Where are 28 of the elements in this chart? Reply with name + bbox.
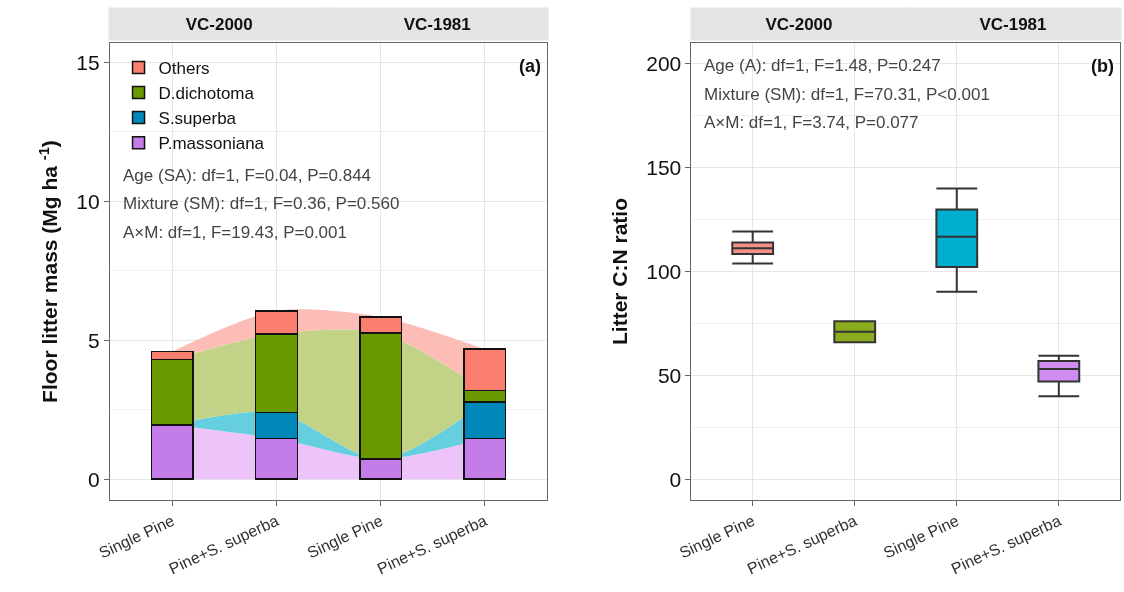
annotation: Mixture (SM): df=1, F=0.36, P=0.560	[123, 194, 400, 213]
y-tick-label: 5	[87, 328, 100, 352]
y-tick-label: 0	[669, 467, 682, 491]
annotation: Age (SA): df=1, F=0.04, P=0.844	[123, 166, 372, 185]
text: VC-1981	[979, 14, 1047, 34]
text: VC-1981	[403, 14, 471, 34]
annotation: Mixture (SM): df=1, F=70.31, P<0.001	[704, 85, 990, 104]
y-tick-label: 0	[87, 467, 100, 491]
annotation: (b)	[1091, 56, 1114, 76]
y-tick-label: 100	[646, 259, 682, 283]
y-tick-label: 10	[76, 189, 100, 213]
legend-label: P.massoniana	[158, 134, 265, 154]
annotation: Age (A): df=1, F=1.48, P=0.247	[704, 56, 941, 75]
y-tick-label: 50	[657, 363, 682, 387]
annotation: A×M: df=1, F=19.43, P=0.001	[123, 223, 347, 242]
x-tick-label: Single Pine	[96, 511, 178, 562]
legend-label: Others	[158, 59, 210, 79]
y-axis-title: Litter C:N ratio	[608, 198, 632, 345]
x-tick-label: Single Pine	[304, 511, 386, 562]
y-tick-label: 150	[646, 155, 682, 179]
y-tick-label: 15	[76, 50, 100, 74]
legend-label: D.dichotoma	[158, 84, 255, 104]
y-tick-label: 200	[646, 52, 682, 76]
annotation: (a)	[519, 56, 541, 76]
annotation: A×M: df=1, F=3.74, P=0.077	[704, 113, 919, 132]
text: VC-2000	[185, 14, 253, 34]
legend-label: S.superba	[158, 109, 237, 129]
text: VC-2000	[765, 14, 833, 34]
